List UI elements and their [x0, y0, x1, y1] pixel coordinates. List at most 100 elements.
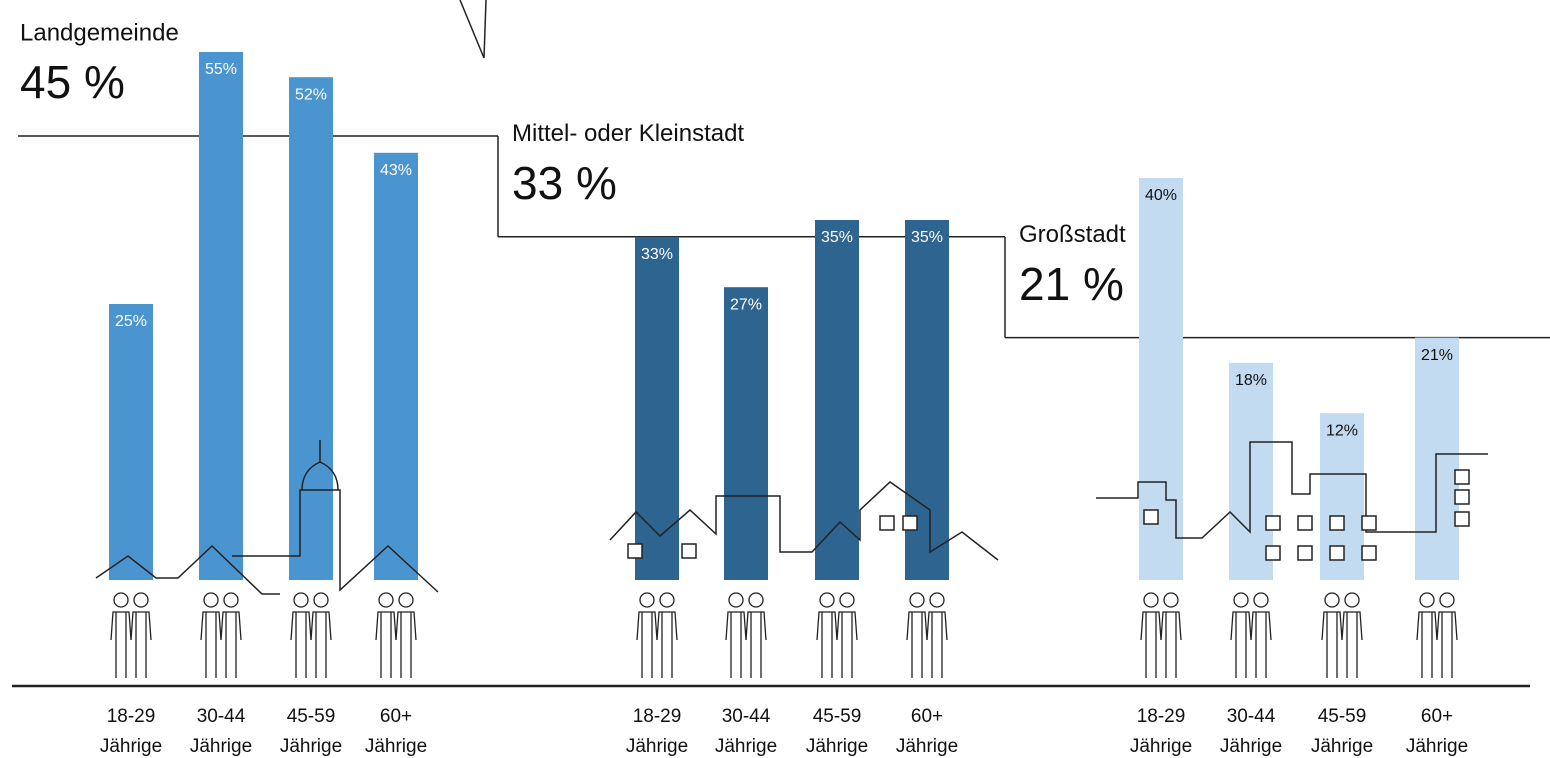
- category-label: 45-59 Jährige: [279, 706, 343, 757]
- window: [681, 543, 697, 559]
- building-outline: [609, 481, 999, 561]
- category-label: 60+ Jährige: [1405, 706, 1469, 757]
- person-head: [659, 592, 675, 608]
- bar: [109, 304, 153, 580]
- category-label: 30-44 Jährige: [1219, 706, 1283, 757]
- person-head: [1324, 592, 1340, 608]
- person-head: [1253, 592, 1269, 608]
- window: [627, 543, 643, 559]
- people-icon: [110, 592, 152, 678]
- window: [1265, 515, 1281, 531]
- window: [1143, 509, 1159, 525]
- person-head: [1233, 592, 1249, 608]
- group-total: 21 %: [1019, 258, 1124, 310]
- bar-value-label: 18%: [1235, 372, 1267, 389]
- group-name: Großstadt: [1019, 221, 1126, 248]
- window: [1454, 489, 1470, 505]
- person-body: [395, 611, 417, 678]
- skyline: [95, 440, 1488, 595]
- category-label: 60+ Jährige: [895, 706, 959, 757]
- category-label: 18-29 Jährige: [99, 706, 163, 757]
- person-body: [220, 611, 242, 678]
- window: [1361, 515, 1377, 531]
- bar: [1229, 362, 1273, 580]
- person-body: [816, 611, 838, 678]
- window: [1297, 515, 1313, 531]
- person-head: [819, 592, 835, 608]
- category-label: 60+ Jährige: [364, 706, 428, 757]
- person-body: [1230, 611, 1252, 678]
- category-label: 30-44 Jährige: [189, 706, 253, 757]
- person-body: [1416, 611, 1438, 678]
- people-icon: [636, 592, 678, 678]
- person-head: [929, 592, 945, 608]
- person-head: [1344, 592, 1360, 608]
- bar: [289, 77, 333, 580]
- bar: [199, 52, 243, 580]
- window: [1361, 545, 1377, 561]
- window: [1329, 515, 1345, 531]
- person-body: [290, 611, 312, 678]
- person-body: [1341, 611, 1363, 678]
- window: [1297, 545, 1313, 561]
- bar-value-label: 25%: [115, 313, 147, 330]
- person-head: [293, 592, 309, 608]
- person-head: [748, 592, 764, 608]
- person-head: [378, 592, 394, 608]
- person-head: [398, 592, 414, 608]
- person-body: [375, 611, 397, 678]
- person-head: [839, 592, 855, 608]
- person-body: [745, 611, 767, 678]
- bar: [374, 152, 418, 581]
- bar-value-label: 33%: [641, 246, 673, 263]
- bar-value-label: 55%: [205, 61, 237, 78]
- bar-value-label: 52%: [295, 86, 327, 103]
- person-body: [636, 611, 658, 678]
- person-head: [909, 592, 925, 608]
- person-body: [110, 611, 132, 678]
- building-outline: [95, 544, 280, 595]
- window: [1454, 469, 1470, 485]
- person-body: [1436, 611, 1458, 678]
- person-body: [130, 611, 152, 678]
- category-label: 30-44 Jährige: [714, 706, 778, 757]
- person-body: [1250, 611, 1272, 678]
- person-head: [223, 592, 239, 608]
- person-head: [1439, 592, 1455, 608]
- people-icon: [816, 592, 858, 678]
- bar-value-label: 35%: [821, 229, 853, 246]
- category-label: 18-29 Jährige: [625, 706, 689, 757]
- person-body: [310, 611, 332, 678]
- bar: [1415, 337, 1459, 580]
- person-body: [1160, 611, 1182, 678]
- person-body: [906, 611, 928, 678]
- person-head: [133, 592, 149, 608]
- bar: [635, 236, 679, 581]
- group-total: 33 %: [512, 157, 617, 209]
- window: [1329, 545, 1345, 561]
- person-body: [725, 611, 747, 678]
- person-body: [836, 611, 858, 678]
- group-name: Mittel- oder Kleinstadt: [512, 120, 744, 147]
- group-total: 45 %: [20, 56, 125, 108]
- bar: [724, 287, 768, 580]
- person-head: [639, 592, 655, 608]
- bar-value-label: 35%: [911, 229, 943, 246]
- category-label: 45-59 Jährige: [1310, 706, 1374, 757]
- window: [1454, 511, 1470, 527]
- person-body: [200, 611, 222, 678]
- people-icon: [906, 592, 948, 678]
- window: [879, 515, 895, 531]
- window: [1265, 545, 1281, 561]
- person-body: [1140, 611, 1162, 678]
- bar-value-label: 21%: [1421, 347, 1453, 364]
- people-icon: [200, 592, 242, 678]
- people-icon: [725, 592, 767, 678]
- person-head: [1419, 592, 1435, 608]
- person-head: [1163, 592, 1179, 608]
- person-head: [728, 592, 744, 608]
- people-icon: [1321, 592, 1363, 678]
- category-label: 18-29 Jährige: [1129, 706, 1193, 757]
